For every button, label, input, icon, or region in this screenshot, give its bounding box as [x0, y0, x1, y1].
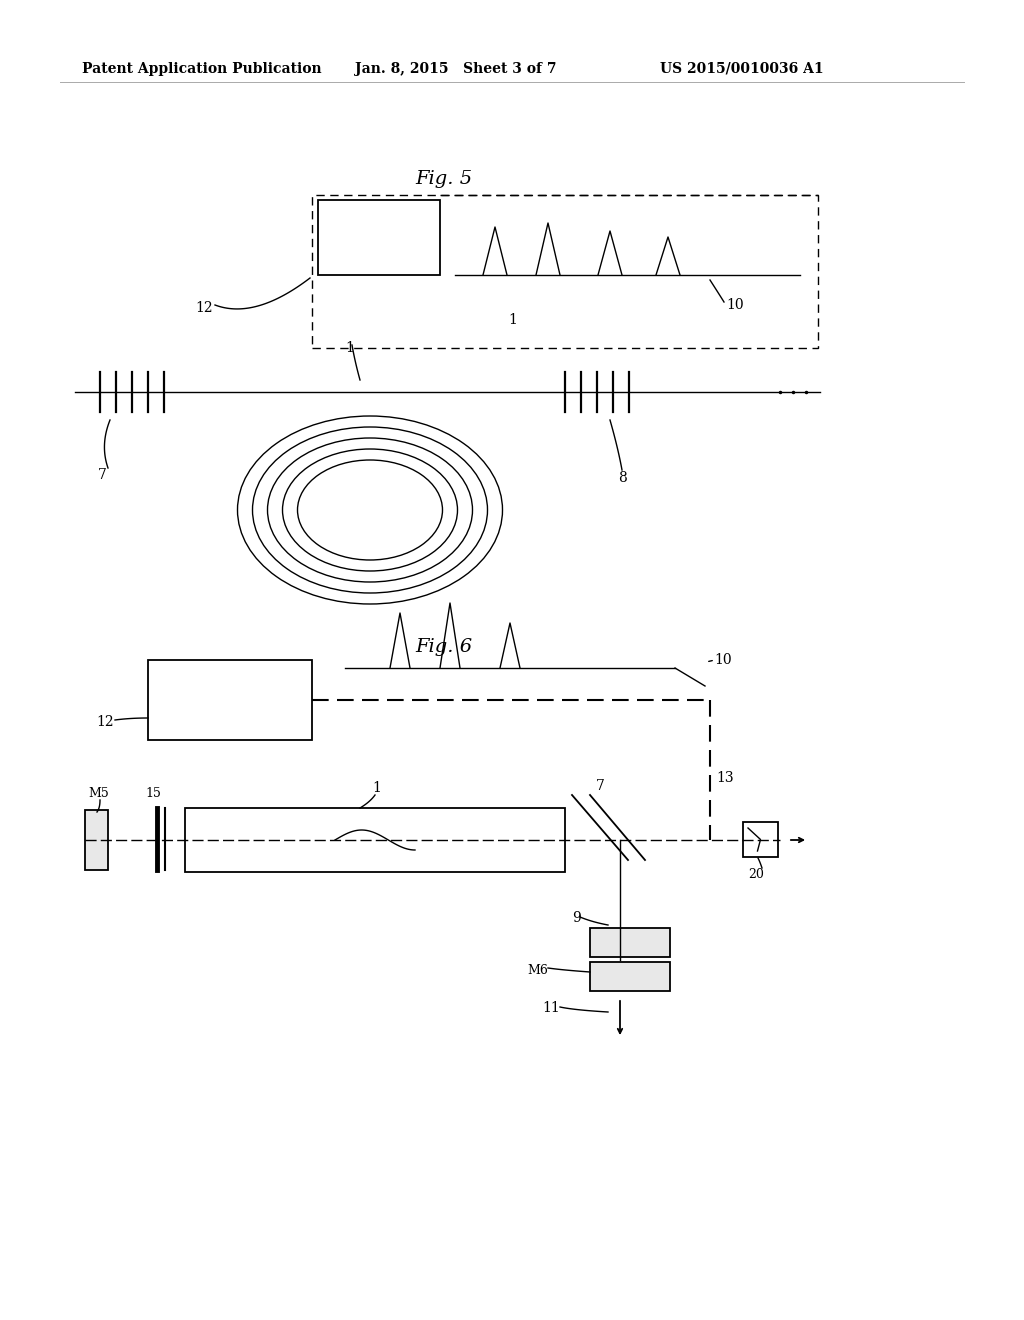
Text: Fig. 5: Fig. 5 — [415, 170, 472, 187]
Text: US 2015/0010036 A1: US 2015/0010036 A1 — [660, 62, 823, 77]
Text: M5: M5 — [88, 787, 109, 800]
Text: 9: 9 — [572, 911, 581, 925]
Text: 15: 15 — [145, 787, 161, 800]
Text: 8: 8 — [618, 471, 627, 484]
Bar — [743, 822, 778, 857]
Text: 13: 13 — [716, 771, 733, 785]
Text: Fig. 6: Fig. 6 — [415, 638, 472, 656]
Text: 1: 1 — [345, 341, 354, 355]
Text: 12: 12 — [96, 715, 114, 729]
Text: 1: 1 — [508, 313, 517, 327]
Bar — [148, 660, 312, 741]
Bar — [318, 201, 440, 275]
Text: 20: 20 — [748, 869, 764, 880]
Text: Jan. 8, 2015   Sheet 3 of 7: Jan. 8, 2015 Sheet 3 of 7 — [355, 62, 556, 77]
Bar — [590, 962, 670, 991]
Text: 10: 10 — [714, 653, 731, 667]
Text: Patent Application Publication: Patent Application Publication — [82, 62, 322, 77]
Text: 12: 12 — [195, 301, 213, 315]
Text: M6: M6 — [527, 964, 548, 977]
Bar — [590, 928, 670, 957]
Bar — [312, 195, 818, 348]
Text: 1: 1 — [372, 781, 381, 795]
Text: 7: 7 — [98, 469, 106, 482]
Text: 10: 10 — [726, 298, 743, 312]
Bar — [85, 810, 108, 870]
Bar — [185, 808, 565, 873]
Text: 7: 7 — [596, 779, 605, 793]
Text: 11: 11 — [542, 1001, 560, 1015]
